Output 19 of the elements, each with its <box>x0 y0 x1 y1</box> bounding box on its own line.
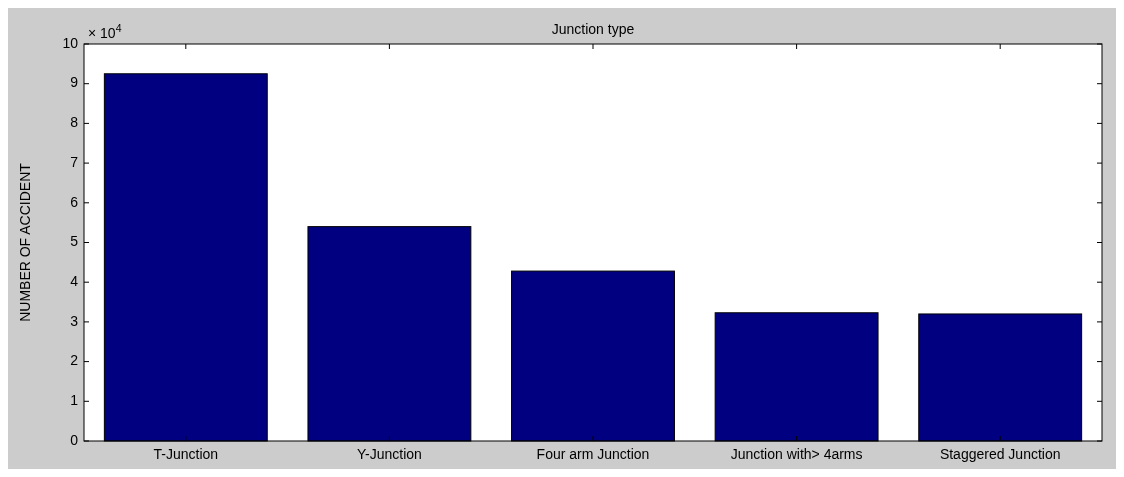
y-tick-label: 1 <box>70 392 79 408</box>
x-tick-label: Four arm Junction <box>536 446 650 462</box>
chart-title: Junction type <box>551 21 635 37</box>
y-axis-title: NUMBER OF ACCIDENT <box>17 162 33 322</box>
x-tick-label: Junction with> 4arms <box>730 446 863 462</box>
y-tick-label: 5 <box>70 233 79 250</box>
y-tick-label: 4 <box>70 272 79 289</box>
x-tick-label: T-Junction <box>153 446 219 462</box>
y-tick-label: 10 <box>62 34 79 51</box>
y-tick-label: 9 <box>70 74 79 91</box>
x-tick-label: Y-Junction <box>356 446 422 462</box>
text: × 10$^{4}$ <box>88 22 122 41</box>
x-tick-label: Staggered Junction <box>939 446 1061 462</box>
y-tick-label: 2 <box>70 352 79 369</box>
y-tick-label: 8 <box>70 114 79 131</box>
y-tick-label: 7 <box>70 153 79 170</box>
y-tick-label: 3 <box>70 312 79 329</box>
y-tick-label: 0 <box>70 431 79 448</box>
y-tick-label: 6 <box>70 193 79 210</box>
